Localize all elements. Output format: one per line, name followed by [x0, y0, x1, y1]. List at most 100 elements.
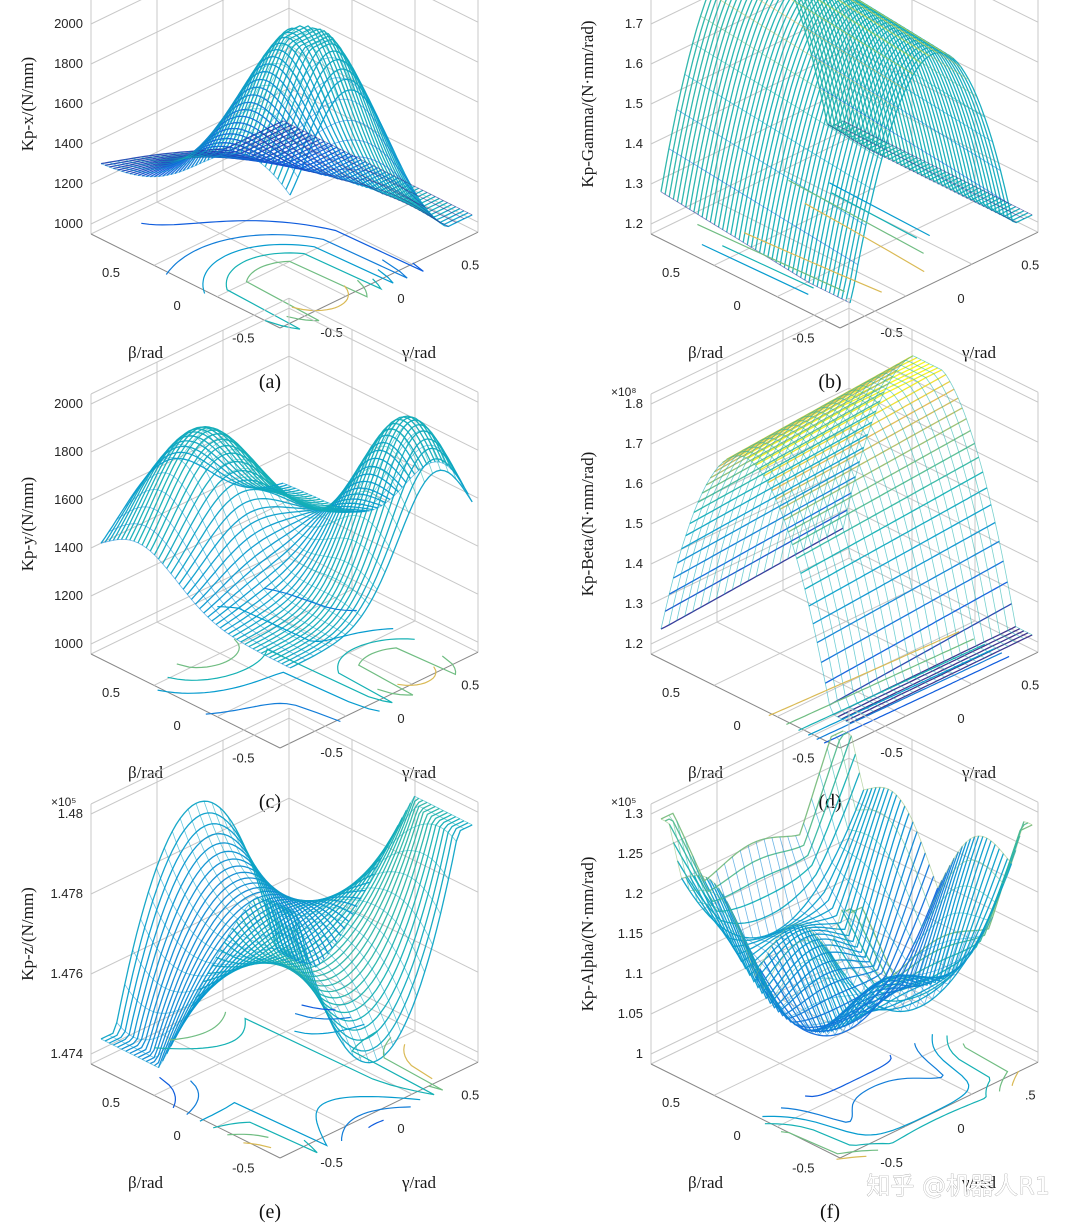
z-gridline: [90, 7, 290, 105]
surface-mesh-line: [166, 899, 350, 1055]
surface-mesh-line: [819, 368, 1009, 647]
y-tick-label: -0.5: [320, 1155, 342, 1170]
surface-mesh-line: [187, 432, 378, 590]
surface-mesh-line: [260, 810, 444, 999]
surface-mesh-line: [829, 603, 1012, 706]
surface-mesh-line: [259, 132, 449, 227]
surface-mesh-line: [672, 0, 856, 200]
z-axis-label: Kp-x/(N/mm): [18, 57, 37, 151]
surface-mesh-line: [668, 735, 853, 903]
surface-mesh-line: [668, 148, 859, 266]
surface-mesh-line: [154, 893, 338, 1067]
surface-mesh-line: [803, 823, 993, 976]
z-gridline: [288, 877, 479, 973]
surface-mesh-line: [235, 25, 419, 200]
surface-mesh-line: [283, 120, 473, 216]
surface-mesh-line: [172, 28, 362, 158]
y-tick-label: 0.5: [461, 1088, 479, 1103]
surface-mesh-line: [849, 824, 1033, 976]
y-tick-label: 0: [397, 291, 404, 306]
x-tick-label: -0.5: [792, 751, 814, 766]
z-gridline: [90, 0, 225, 65]
surface-mesh-line: [677, 461, 860, 564]
surface-mesh-line: [251, 863, 441, 915]
surface-mesh-line: [195, 502, 378, 605]
surface-mesh-line: [731, 415, 922, 689]
surface-mesh-line: [108, 911, 299, 1059]
z-tick-label: 1.05: [618, 1006, 643, 1021]
surface-mesh-line: [664, 509, 848, 612]
surface-mesh-line: [252, 416, 436, 650]
z-gridline: [90, 0, 142, 25]
axis-box-edge: [90, 1063, 281, 1159]
panel-caption: (a): [259, 371, 281, 393]
z-tick-label: 1.2: [625, 216, 643, 231]
axis-box-edge: [288, 707, 479, 803]
axis-box-edge: [650, 557, 850, 655]
surface-mesh-line: [812, 521, 996, 625]
z-tick-label: 1.2: [625, 886, 643, 901]
x-tick-label: -0.5: [232, 331, 254, 346]
z-gridline: [90, 355, 290, 453]
surface-mesh-line: [203, 801, 394, 1046]
floor-contour-line: [225, 252, 383, 330]
z-gridline: [650, 957, 850, 1055]
z-tick-label: 1.4: [625, 136, 643, 151]
surface-mesh-line: [215, 473, 399, 626]
surface-mesh-line: [231, 27, 415, 198]
axis-multiplier: ×10⁵: [611, 795, 636, 809]
x-axis-label: β/rad: [688, 763, 724, 782]
floor-contour-line: [697, 179, 924, 293]
floor-contour-line: [167, 638, 415, 704]
z-tick-label: 1.5: [625, 96, 643, 111]
z-tick-label: 1800: [54, 444, 83, 459]
z-gridline: [90, 957, 290, 1055]
surface-mesh-line: [739, 850, 930, 1036]
surface-mesh-line: [256, 807, 440, 993]
z-gridline: [911, 0, 1039, 63]
surface-mesh-line: [156, 867, 346, 1048]
z-gridline: [848, 427, 1039, 523]
floor-contour-line: [245, 260, 368, 322]
surface-mesh-line: [664, 732, 848, 893]
z-gridline: [848, 547, 1039, 643]
surface-mesh-line: [190, 505, 374, 600]
y-tick-label: 0: [957, 711, 964, 726]
surface-mesh-line: [742, 361, 926, 458]
floor-gridline: [713, 999, 913, 1096]
surface-mesh-line: [171, 831, 362, 1062]
z-gridline: [288, 547, 479, 643]
z-tick-label: 1200: [54, 176, 83, 191]
surface-mesh-line: [164, 428, 354, 627]
floor-gridline: [153, 169, 353, 266]
floor-gridline: [716, 201, 907, 297]
z-gridline: [288, 7, 479, 103]
surface-mesh-line: [244, 422, 428, 645]
surface-mesh-line: [767, 380, 951, 484]
surface-mesh-line: [857, 0, 954, 59]
y-tick-label: 0: [397, 711, 404, 726]
surface-mesh-line: [251, 135, 441, 224]
z-tick-label: 1000: [54, 216, 83, 231]
z-tick-label: 1.476: [50, 966, 83, 981]
surface-mesh-line: [195, 803, 386, 1055]
surface-mesh-line: [104, 122, 288, 166]
z-tick-label: 1.6: [625, 56, 643, 71]
y-tick-label: 0.5: [1021, 258, 1039, 273]
surface-mesh-line: [721, 0, 906, 230]
floor-contour-line: [199, 1023, 421, 1147]
surface-mesh-line: [763, 872, 947, 1031]
floor-gridline: [716, 621, 907, 717]
surface-mesh-line: [113, 833, 296, 1046]
z-tick-label: 2000: [54, 396, 83, 411]
y-tick-label: -0.5: [320, 745, 342, 760]
surface-mesh-line: [211, 480, 395, 622]
z-gridline: [650, 127, 850, 225]
surface-mesh-line: [170, 900, 354, 1047]
surface-mesh-line: [227, 147, 417, 196]
surface-mesh-line: [834, 734, 1025, 910]
floor-gridline: [716, 1031, 907, 1127]
surface-mesh-line: [843, 730, 1033, 889]
surface-mesh-line: [817, 0, 922, 64]
surface-mesh-line: [787, 385, 977, 663]
